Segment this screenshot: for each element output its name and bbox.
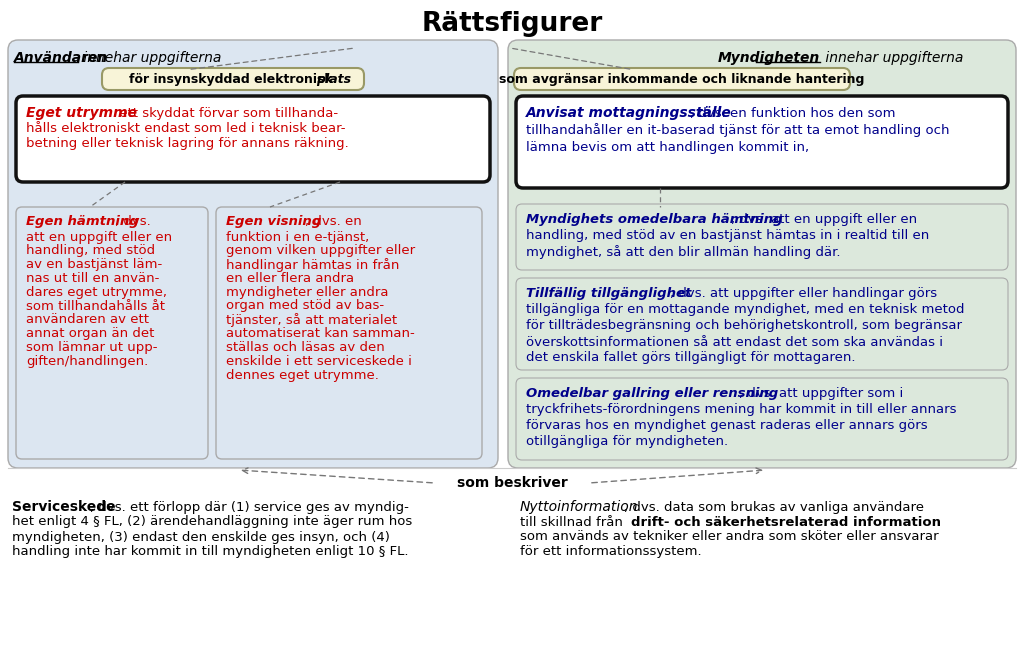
Text: Egen hämtning: Egen hämtning xyxy=(26,215,138,229)
FancyBboxPatch shape xyxy=(16,96,490,182)
Text: som lämnar ut upp-: som lämnar ut upp- xyxy=(26,341,158,354)
Text: det enskila fallet görs tillgängligt för mottagaren.: det enskila fallet görs tillgängligt för… xyxy=(526,351,855,365)
Text: , dvs. en: , dvs. en xyxy=(305,215,361,229)
Text: till skillnad från: till skillnad från xyxy=(520,516,627,528)
Text: användaren av ett: användaren av ett xyxy=(26,313,150,327)
Text: för tillträdesbegränsning och behörighetskontroll, som begränsar: för tillträdesbegränsning och behörighet… xyxy=(526,319,962,332)
Text: plats: plats xyxy=(316,72,351,85)
Text: myndigheten, (3) endast den enskilde ges insyn, och (4): myndigheten, (3) endast den enskilde ges… xyxy=(12,530,390,543)
Text: Eget utrymme: Eget utrymme xyxy=(26,106,137,120)
Text: , dvs. att uppgifter som i: , dvs. att uppgifter som i xyxy=(739,388,903,401)
Text: , dvs. en funktion hos den som: , dvs. en funktion hos den som xyxy=(690,106,896,120)
Text: annat organ än det: annat organ än det xyxy=(26,327,155,340)
Text: överskottsinformationen så att endast det som ska användas i: överskottsinformationen så att endast de… xyxy=(526,336,943,348)
Text: Nyttoinformation: Nyttoinformation xyxy=(520,500,639,514)
Text: otillgängliga för myndigheten.: otillgängliga för myndigheten. xyxy=(526,436,728,449)
Text: , dvs.: , dvs. xyxy=(115,215,151,229)
Text: som beskriver: som beskriver xyxy=(457,476,567,490)
Text: Omedelbar gallring eller rensning: Omedelbar gallring eller rensning xyxy=(526,388,778,401)
FancyBboxPatch shape xyxy=(514,68,850,90)
Text: handling inte har kommit in till myndigheten enligt 10 § FL.: handling inte har kommit in till myndigh… xyxy=(12,545,409,558)
Text: , dvs. data som brukas av vanliga användare: , dvs. data som brukas av vanliga använd… xyxy=(624,501,924,514)
Text: innehar uppgifterna: innehar uppgifterna xyxy=(79,51,221,65)
Text: hålls elektroniskt endast som led i teknisk bear-: hålls elektroniskt endast som led i tekn… xyxy=(26,122,345,135)
Text: genom vilken uppgifter eller: genom vilken uppgifter eller xyxy=(226,244,415,258)
FancyBboxPatch shape xyxy=(516,204,1008,270)
Text: handlingar hämtas in från: handlingar hämtas in från xyxy=(226,258,399,271)
Text: lämna bevis om att handlingen kommit in,: lämna bevis om att handlingen kommit in, xyxy=(526,141,809,154)
Text: för insynskyddad elektronisk: för insynskyddad elektronisk xyxy=(129,72,337,85)
Text: innehar uppgifterna: innehar uppgifterna xyxy=(821,51,964,65)
Text: tjänster, så att materialet: tjänster, så att materialet xyxy=(226,313,397,327)
Text: funktion i en e-tjänst,: funktion i en e-tjänst, xyxy=(226,231,370,244)
Text: dennes eget utrymme.: dennes eget utrymme. xyxy=(226,369,379,382)
Text: ett skyddat förvar som tillhanda-: ett skyddat förvar som tillhanda- xyxy=(115,106,338,120)
Text: automatiserat kan samman-: automatiserat kan samman- xyxy=(226,327,415,340)
Text: av en bastjänst läm-: av en bastjänst läm- xyxy=(26,258,162,271)
Text: en eller flera andra: en eller flera andra xyxy=(226,272,354,285)
Text: , dvs. ett förlopp där (1) service ges av myndig-: , dvs. ett förlopp där (1) service ges a… xyxy=(90,501,409,514)
Text: Myndigheten: Myndigheten xyxy=(718,51,820,65)
Text: handling, med stöd: handling, med stöd xyxy=(26,244,155,258)
Text: handling, med stöd av en bastjänst hämtas in i realtid till en: handling, med stöd av en bastjänst hämta… xyxy=(526,229,929,242)
Text: Rättsfigurer: Rättsfigurer xyxy=(421,11,603,37)
Text: , dvs. att uppgifter eller handlingar görs: , dvs. att uppgifter eller handlingar gö… xyxy=(670,288,937,300)
Text: ställas och läsas av den: ställas och läsas av den xyxy=(226,341,385,354)
Text: betning eller teknisk lagring för annans räkning.: betning eller teknisk lagring för annans… xyxy=(26,137,349,150)
Text: giften/handlingen.: giften/handlingen. xyxy=(26,355,148,368)
Text: nas ut till en använ-: nas ut till en använ- xyxy=(26,272,160,285)
FancyBboxPatch shape xyxy=(8,40,498,468)
Text: för ett informationssystem.: för ett informationssystem. xyxy=(520,545,701,558)
Text: organ med stöd av bas-: organ med stöd av bas- xyxy=(226,300,384,313)
Text: Egen visning: Egen visning xyxy=(226,215,322,229)
FancyBboxPatch shape xyxy=(508,40,1016,468)
Text: dares eget utrymme,: dares eget utrymme, xyxy=(26,286,167,299)
FancyBboxPatch shape xyxy=(516,378,1008,460)
Text: drift- och säkerhetsrelaterad information: drift- och säkerhetsrelaterad informatio… xyxy=(631,516,941,528)
Text: Serviceskede: Serviceskede xyxy=(12,500,116,514)
FancyBboxPatch shape xyxy=(516,96,1008,188)
FancyBboxPatch shape xyxy=(216,207,482,459)
Text: myndighet, så att den blir allmän handling där.: myndighet, så att den blir allmän handli… xyxy=(526,245,841,259)
FancyBboxPatch shape xyxy=(16,207,208,459)
Text: Myndighets omedelbara hämtning: Myndighets omedelbara hämtning xyxy=(526,214,782,227)
Text: Anvisat mottagningsställe: Anvisat mottagningsställe xyxy=(526,106,732,120)
Text: enskilde i ett serviceskede i: enskilde i ett serviceskede i xyxy=(226,355,412,368)
FancyBboxPatch shape xyxy=(516,278,1008,370)
Text: myndigheter eller andra: myndigheter eller andra xyxy=(226,286,388,299)
Text: , dvs. att en uppgift eller en: , dvs. att en uppgift eller en xyxy=(731,214,918,227)
Text: som tillhandahålls åt: som tillhandahålls åt xyxy=(26,300,165,313)
Text: förvaras hos en myndighet genast raderas eller annars görs: förvaras hos en myndighet genast raderas… xyxy=(526,420,928,432)
FancyBboxPatch shape xyxy=(102,68,364,90)
Text: het enligt 4 § FL, (2) ärendehandläggning inte äger rum hos: het enligt 4 § FL, (2) ärendehandläggnin… xyxy=(12,516,413,528)
Text: som används av tekniker eller andra som sköter eller ansvarar: som används av tekniker eller andra som … xyxy=(520,530,939,543)
Text: som avgränsar inkommande och liknande hantering: som avgränsar inkommande och liknande ha… xyxy=(500,72,864,85)
Text: Tillfällig tillgänglighet: Tillfällig tillgänglighet xyxy=(526,288,691,300)
Text: tillhandahåller en it-baserad tjänst för att ta emot handling och: tillhandahåller en it-baserad tjänst för… xyxy=(526,123,949,137)
Text: tryckfrihets-förordningens mening har kommit in till eller annars: tryckfrihets-förordningens mening har ko… xyxy=(526,403,956,417)
Text: tillgängliga för en mottagande myndighet, med en teknisk metod: tillgängliga för en mottagande myndighet… xyxy=(526,304,965,317)
Text: att en uppgift eller en: att en uppgift eller en xyxy=(26,231,172,244)
Text: Användaren: Användaren xyxy=(14,51,109,65)
